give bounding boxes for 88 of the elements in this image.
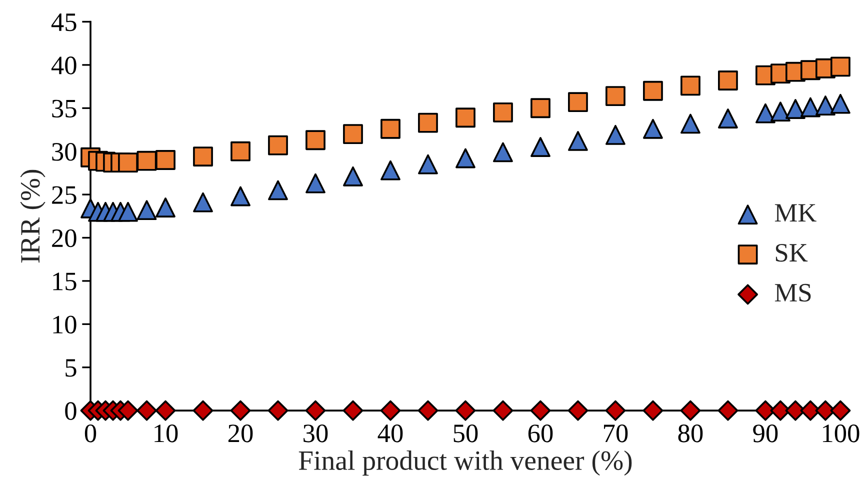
- point: [830, 400, 851, 421]
- point: [305, 400, 326, 421]
- point: [642, 400, 664, 421]
- point: [680, 114, 700, 134]
- point: [643, 80, 663, 101]
- point: [606, 124, 626, 145]
- point: [268, 400, 288, 421]
- y-tick-label: 10: [53, 316, 76, 334]
- point: [493, 142, 513, 162]
- y-tick-label: 30: [52, 142, 76, 161]
- point: [568, 400, 588, 421]
- x-tick-label: 80: [678, 424, 703, 442]
- x-tick-label: 30: [304, 424, 328, 442]
- point: [418, 154, 438, 174]
- y-tick-label: 40: [51, 56, 76, 74]
- point: [830, 56, 850, 77]
- point: [343, 166, 363, 186]
- point: [455, 400, 476, 421]
- x-tick-label: 90: [753, 424, 778, 442]
- x-tick-label: 60: [528, 424, 553, 442]
- y-tick-label: 25: [52, 186, 76, 204]
- x-tick-label: 100: [822, 424, 860, 442]
- point: [155, 400, 176, 421]
- point: [380, 400, 401, 421]
- point: [268, 135, 288, 156]
- point: [830, 94, 850, 114]
- x-tick-label: 40: [378, 424, 403, 442]
- point: [118, 152, 138, 173]
- point: [456, 108, 476, 128]
- point: [136, 200, 157, 220]
- y-tick-label: 45: [51, 14, 76, 32]
- x-axis-title: Final product with veneer (%): [298, 450, 632, 476]
- point: [800, 97, 820, 118]
- y-axis-title: IRR (%): [20, 170, 46, 263]
- point: [343, 124, 363, 144]
- point: [418, 400, 438, 421]
- point: [136, 150, 157, 171]
- legend-label: SK: [776, 244, 808, 262]
- y-tick-label: 20: [52, 229, 76, 248]
- point: [118, 202, 138, 222]
- x-tick-label: 20: [228, 424, 253, 442]
- point: [718, 70, 738, 90]
- point: [230, 186, 250, 206]
- point: [342, 400, 364, 421]
- point: [530, 137, 550, 157]
- point: [718, 108, 738, 128]
- point: [568, 92, 588, 112]
- x-tick-label: 70: [604, 424, 628, 442]
- point: [230, 141, 250, 162]
- x-tick-label: 10: [154, 424, 178, 442]
- point: [755, 103, 776, 124]
- point: [530, 400, 551, 421]
- point: [118, 400, 138, 421]
- point: [606, 86, 626, 106]
- y-tick-label: 35: [52, 100, 76, 118]
- y-tick-label: 5: [66, 359, 76, 377]
- point: [680, 400, 701, 421]
- point: [156, 198, 176, 218]
- point: [306, 130, 326, 150]
- y-tick-label: 0: [65, 402, 76, 420]
- x-tick-label: 0: [84, 424, 96, 442]
- point: [156, 150, 176, 170]
- point: [456, 148, 476, 168]
- point: [815, 96, 836, 116]
- point: [643, 118, 663, 139]
- point: [136, 400, 157, 421]
- point: [568, 131, 588, 151]
- legend-label: MS: [774, 284, 811, 302]
- point: [770, 102, 790, 122]
- point: [192, 400, 214, 421]
- x-tick-label: 50: [454, 424, 478, 442]
- point: [530, 98, 550, 118]
- point: [718, 400, 738, 421]
- point: [268, 180, 288, 200]
- point: [493, 102, 513, 122]
- point: [380, 118, 400, 139]
- point: [193, 146, 213, 166]
- legend-label: MK: [774, 204, 816, 222]
- point: [680, 76, 700, 96]
- point: [230, 400, 251, 421]
- point: [492, 400, 514, 421]
- y-tick-label: 15: [53, 272, 76, 290]
- point: [605, 400, 626, 421]
- point: [306, 173, 326, 194]
- point: [418, 112, 438, 133]
- point: [785, 99, 806, 119]
- point: [193, 192, 213, 212]
- point: [380, 160, 400, 180]
